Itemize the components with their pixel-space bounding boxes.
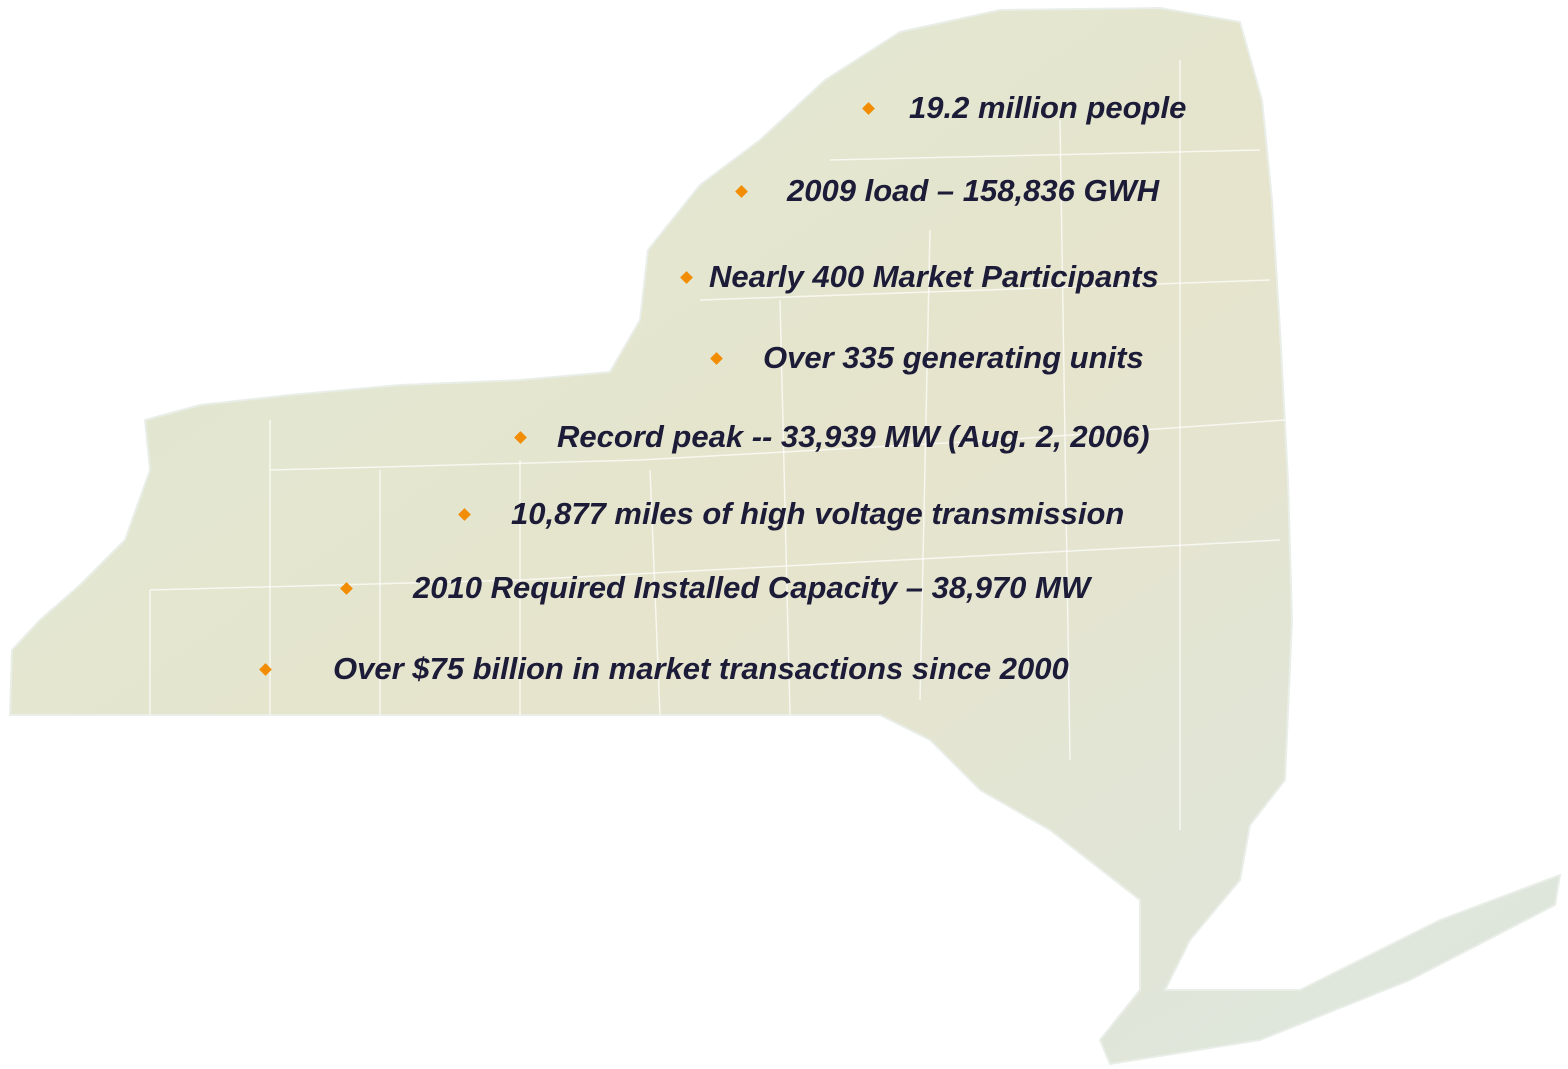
- bullet-marker: [710, 352, 723, 365]
- bullet-marker: [735, 185, 748, 198]
- bullet-marker: [340, 582, 353, 595]
- bullet-text: Over $75 billion in market transactions …: [333, 651, 1069, 687]
- bullet-item: Over $75 billion in market transactions …: [261, 649, 1069, 689]
- bullet-item: Nearly 400 Market Participants: [682, 257, 1159, 297]
- state-map: [0, 0, 1568, 1069]
- bullet-text: 2009 load – 158,836 GWH: [787, 173, 1159, 209]
- bullet-text: 10,877 miles of high voltage transmissio…: [511, 496, 1124, 532]
- bullet-text: 2010 Required Installed Capacity – 38,97…: [413, 570, 1090, 606]
- bullet-item: 2009 load – 158,836 GWH: [737, 171, 1159, 211]
- bullet-marker: [680, 271, 693, 284]
- bullet-marker: [862, 102, 875, 115]
- bullet-marker: [259, 663, 272, 676]
- bullet-item: Record peak -- 33,939 MW (Aug. 2, 2006): [516, 417, 1150, 457]
- bullet-item: 2010 Required Installed Capacity – 38,97…: [342, 568, 1090, 608]
- bullet-text: Nearly 400 Market Participants: [709, 259, 1159, 295]
- bullet-text: 19.2 million people: [909, 90, 1186, 126]
- bullet-item: Over 335 generating units: [712, 338, 1144, 378]
- bullet-item: 19.2 million people: [864, 88, 1186, 128]
- bullet-text: Over 335 generating units: [763, 340, 1144, 376]
- bullet-marker: [458, 508, 471, 521]
- bullet-text: Record peak -- 33,939 MW (Aug. 2, 2006): [557, 419, 1150, 455]
- bullet-marker: [514, 431, 527, 444]
- slide: {"bullets": ["19.2 million people", "200…: [0, 0, 1568, 1069]
- bullet-item: 10,877 miles of high voltage transmissio…: [460, 494, 1124, 534]
